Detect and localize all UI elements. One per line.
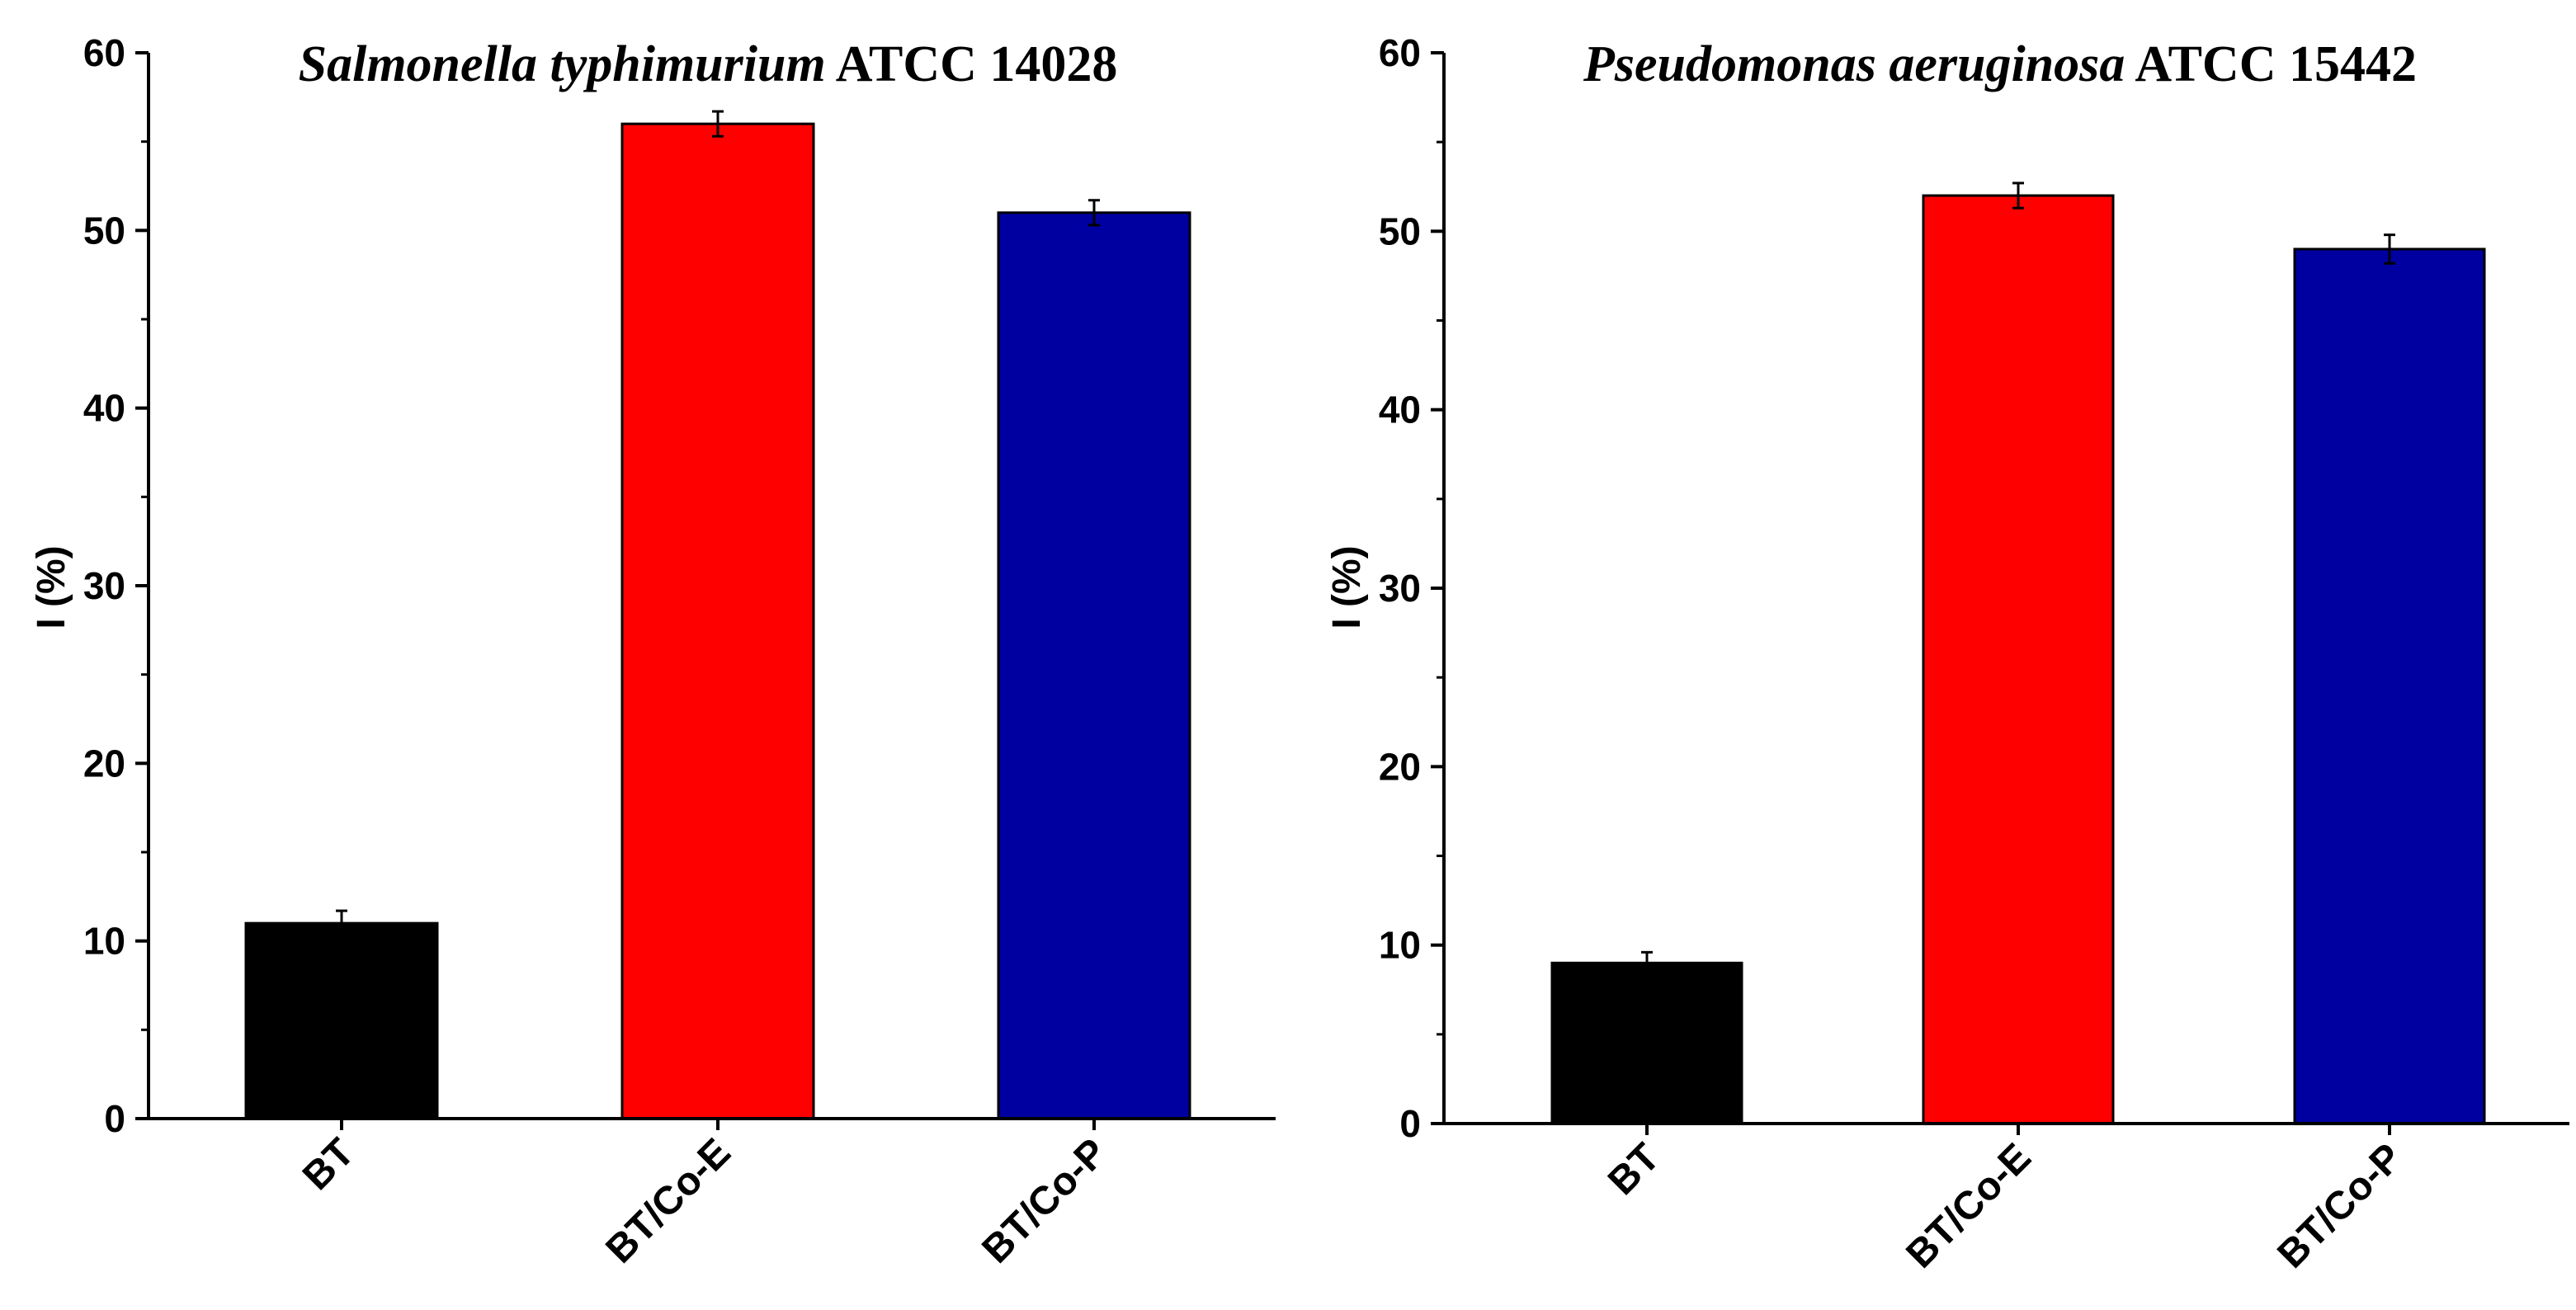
- plot-area: 0 10 20 30 40 50 60 BT BT/Co-E BT/Co-P: [1379, 31, 2569, 1277]
- chart-panel-salmonella: Salmonella typhimurium ATCC 14028 I (%) …: [30, 31, 1276, 1272]
- x-tick-label: BT/Co-P: [974, 1130, 1115, 1271]
- y-tick-label: 20: [1379, 745, 1421, 788]
- y-tick-label: 10: [83, 920, 125, 963]
- error-bar: [2384, 233, 2395, 265]
- error-bar: [336, 909, 347, 937]
- chart-title: Pseudomonas aeruginosa ATCC 15442: [1583, 36, 2417, 92]
- x-tick-label: BT/Co-E: [1898, 1135, 2039, 1276]
- y-tick-label: 50: [1379, 210, 1421, 252]
- error-bar: [1088, 199, 1100, 227]
- error-bar: [712, 110, 724, 138]
- chart-title-strain: ATCC 14028: [826, 36, 1118, 92]
- y-tick-label: 60: [1379, 31, 1421, 74]
- x-tick-label: BT/Co-P: [2269, 1135, 2410, 1276]
- error-bar: [1641, 950, 1653, 975]
- y-tick-label: 0: [104, 1097, 125, 1140]
- y-tick-label: 0: [1399, 1102, 1421, 1145]
- x-tick-label: BT: [1600, 1135, 1668, 1204]
- chart-panel-pseudomonas: Pseudomonas aeruginosa ATCC 15442 I (%) …: [1325, 31, 2569, 1277]
- plot-area: 0 10 20 30 40 50 60 BT BT/Co-E BT/Co-P: [83, 31, 1276, 1272]
- bar-bt: [244, 921, 439, 1120]
- chart-title-species: Pseudomonas aeruginosa: [1583, 36, 2125, 92]
- bar-bt-co-e: [620, 122, 815, 1120]
- y-tick-label: 30: [83, 564, 125, 607]
- y-axis-label: I (%): [1325, 545, 1369, 629]
- y-tick-label: 30: [1379, 567, 1421, 610]
- bar-bt: [1550, 961, 1743, 1125]
- bar-bt-co-e: [1922, 194, 2115, 1125]
- y-tick-label: 60: [83, 31, 125, 74]
- bar-bt-co-p: [997, 211, 1191, 1120]
- error-bar: [2012, 181, 2024, 210]
- y-axis-label: I (%): [30, 545, 73, 629]
- y-tick-label: 40: [1379, 389, 1421, 431]
- chart-title: Salmonella typhimurium ATCC 14028: [299, 36, 1118, 92]
- y-tick-label: 40: [83, 387, 125, 430]
- x-tick-label: BT: [295, 1130, 363, 1199]
- bar-bt-co-p: [2293, 247, 2486, 1125]
- y-tick-label: 10: [1379, 924, 1421, 967]
- chart-title-species: Salmonella typhimurium: [299, 36, 826, 92]
- y-tick-label: 50: [83, 209, 125, 252]
- x-tick-label: BT/Co-E: [597, 1130, 738, 1271]
- chart-title-strain: ATCC 15442: [2125, 36, 2417, 92]
- y-tick-label: 20: [83, 742, 125, 785]
